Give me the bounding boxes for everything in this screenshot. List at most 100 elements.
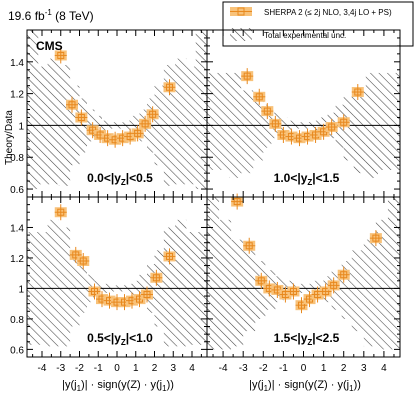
panel-label: 1.5<|yZ|<2.5 — [274, 331, 340, 347]
point-marker — [166, 252, 173, 260]
data-point — [88, 283, 101, 300]
panels: 0.6 0.8 1 1.2 1.4 0.0<|yZ|<0.5 1.0<|yZ|<1.5 0.6… — [10, 29, 401, 374]
point-marker — [245, 242, 253, 250]
legend-mc-label: SHERPA 2 (≤ 2j NLO, 3,4j LO + PS) — [264, 8, 392, 17]
point-marker — [340, 271, 348, 279]
unc-band-12 — [341, 261, 352, 319]
panel-label: 1.0<|yZ|<1.5 — [274, 171, 340, 187]
point-marker — [354, 88, 362, 96]
data-point — [77, 253, 90, 269]
data-point — [243, 237, 256, 254]
panel-top-left: 0.6 0.8 1 1.2 1.4 0.0<|yZ|<0.5 — [10, 29, 208, 198]
legend-unc-label: Total experimental unc. — [264, 31, 346, 40]
y-tick-label: 1 — [18, 121, 24, 132]
data-point — [261, 103, 274, 120]
panel-bottom-right: -4 -3 -2 -1 0 1 2 3 4 1.5<|yZ|<2.5 — [206, 193, 401, 374]
point-marker — [289, 287, 297, 295]
y-tick-label: 0.8 — [10, 153, 24, 164]
data-point — [163, 79, 176, 96]
x-tick-label: 2 — [341, 363, 347, 374]
panel-bottom-left: 0.6 0.8 1 1.2 1.4 -4 -3 -2 -1 0 1 2 3 4 0.5<|yZ|<1.0 — [10, 196, 208, 374]
unc-band-4 — [255, 261, 266, 319]
y-tick-label: 0.8 — [10, 315, 24, 326]
unc-band-15 — [175, 219, 187, 347]
panel-label: 0.0<|yZ|<0.5 — [87, 171, 153, 187]
data-point — [139, 115, 152, 132]
x-tick-label: -1 — [279, 363, 288, 374]
point-marker — [233, 198, 241, 206]
point-marker — [57, 51, 65, 59]
x-tick-label: -1 — [94, 363, 103, 374]
x-tick-label: 1 — [133, 363, 139, 374]
x-tick-label: -4 — [38, 363, 47, 374]
data-point — [325, 119, 338, 136]
panel-label: 0.5<|yZ|<1.0 — [87, 331, 153, 347]
data-point — [146, 106, 159, 123]
point-marker — [340, 118, 348, 126]
x-tick-label: 0 — [114, 363, 120, 374]
point-marker — [322, 287, 330, 295]
unc-band-14 — [163, 227, 176, 347]
point-marker — [143, 291, 151, 299]
x-tick-label: -2 — [75, 363, 84, 374]
x-tick-label: -2 — [259, 363, 268, 374]
data-point — [287, 283, 300, 300]
point-marker — [79, 257, 87, 265]
x-tick-label: 0 — [301, 363, 307, 374]
data-point — [163, 248, 176, 265]
x-tick-label: -4 — [219, 363, 228, 374]
data-point — [131, 125, 144, 142]
unc-band-13 — [343, 96, 354, 161]
unc-band-16 — [387, 197, 400, 350]
unc-band-3 — [253, 96, 264, 161]
y-tick-label: 1.4 — [10, 58, 24, 69]
legend-mc-symbol — [230, 7, 252, 16]
x-tick-label: -3 — [239, 363, 248, 374]
x-tick-label: -3 — [56, 363, 65, 374]
x-tick-label: 2 — [152, 363, 158, 374]
unc-band-2 — [231, 239, 244, 347]
y-tick-label: 0.6 — [10, 345, 24, 356]
legend: SHERPA 2 (≤ 2j NLO, 3,4j LO + PS) Total … — [222, 1, 414, 47]
x-tick-label: 1 — [321, 363, 327, 374]
point-marker — [72, 251, 80, 259]
data-point — [255, 272, 268, 289]
panel-top-right: 1.0<|yZ|<1.5 — [206, 29, 401, 198]
data-point — [327, 277, 340, 294]
point-marker — [166, 83, 173, 91]
point-marker — [152, 274, 160, 282]
data-point — [337, 266, 350, 283]
data-point — [141, 286, 153, 303]
lumi-label: 19.6 fb-1 (8 TeV) — [8, 8, 94, 23]
point-marker — [57, 208, 65, 216]
x-tick-label: 3 — [170, 363, 176, 374]
unc-band-16 — [377, 72, 400, 170]
unc-band-2 — [47, 58, 59, 185]
point-marker — [77, 113, 85, 121]
x-tick-label: 4 — [381, 363, 387, 374]
data-point — [231, 193, 244, 210]
unc-band-4 — [263, 104, 272, 148]
data-point — [269, 115, 282, 132]
point-marker — [257, 277, 265, 285]
unc-band-0 — [207, 72, 230, 170]
data-point — [69, 246, 82, 263]
legend-unc-symbol — [230, 28, 252, 41]
data-point — [54, 204, 67, 221]
data-point — [75, 109, 88, 126]
point-marker — [149, 110, 157, 118]
point-marker — [328, 123, 336, 131]
data-point — [150, 269, 163, 286]
point-marker — [141, 120, 149, 128]
data-point — [369, 230, 382, 247]
unc-band-3 — [243, 250, 256, 332]
point-marker — [263, 107, 271, 115]
x-axis-title-right: |y(j1)| · sign(y(Z) · y(j1)) — [249, 379, 361, 393]
unc-band-2 — [58, 227, 71, 347]
unc-band-16 — [175, 58, 187, 185]
unc-band-13 — [351, 250, 364, 332]
point-marker — [255, 93, 263, 101]
y-tick-label: 1.2 — [10, 254, 24, 265]
legend-box — [222, 1, 414, 47]
